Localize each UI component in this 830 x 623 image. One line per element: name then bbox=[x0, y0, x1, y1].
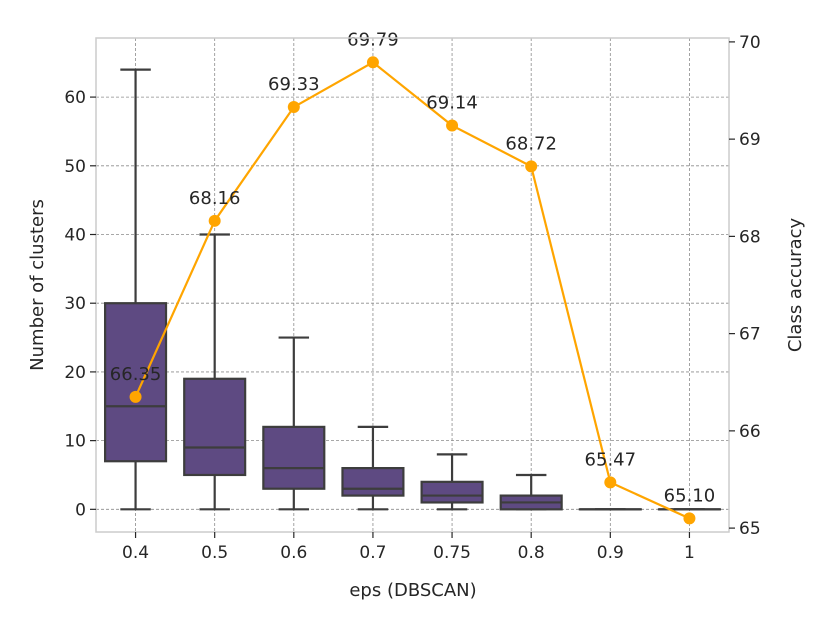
box-group bbox=[103, 68, 168, 511]
box-group bbox=[420, 453, 484, 511]
axes: 0 10 20 30 40 50 60 65 66 67 68 69 70 0.4 0.5 0.6 0.7 0.7… bbox=[64, 33, 760, 563]
x-tick-label: 0.4 bbox=[122, 543, 149, 563]
y-tick-label-left: 0 bbox=[75, 500, 86, 520]
box-group bbox=[183, 233, 247, 511]
x-axis-label: eps (DBSCAN) bbox=[349, 580, 476, 601]
accuracy-data-label: 66.35 bbox=[110, 364, 162, 385]
box bbox=[262, 425, 326, 490]
plot-frame bbox=[95, 37, 730, 533]
accuracy-point bbox=[208, 214, 221, 227]
box-group bbox=[341, 425, 405, 511]
y-tick-label-left: 10 bbox=[64, 432, 86, 452]
accuracy-data-label: 68.72 bbox=[505, 133, 557, 154]
x-tick-label: 0.7 bbox=[359, 543, 386, 563]
y-tick-label-left: 30 bbox=[64, 294, 86, 314]
accuracy-data-label: 65.10 bbox=[664, 485, 716, 506]
accuracy-data-label: 69.33 bbox=[268, 74, 320, 95]
y-tick-label-right: 69 bbox=[739, 130, 761, 150]
y-axis-label-left: Number of clusters bbox=[27, 199, 48, 371]
x-tick-label: 0.8 bbox=[518, 543, 545, 563]
accuracy-line bbox=[134, 60, 690, 520]
y-tick-label-right: 67 bbox=[739, 325, 761, 345]
x-tick-label: 0.9 bbox=[597, 543, 624, 563]
accuracy-point bbox=[683, 512, 696, 525]
y-tick-label-right: 66 bbox=[739, 422, 761, 442]
box bbox=[103, 302, 168, 463]
y-tick-label-left: 50 bbox=[64, 157, 86, 177]
y-tick-label-left: 40 bbox=[64, 226, 86, 246]
x-tick-label: 0.5 bbox=[201, 543, 228, 563]
box bbox=[341, 467, 405, 497]
accuracy-point bbox=[604, 476, 617, 489]
box bbox=[183, 377, 247, 477]
box bbox=[420, 480, 484, 504]
accuracy-point bbox=[446, 119, 459, 132]
y-tick-label-right: 68 bbox=[739, 227, 761, 247]
box-series bbox=[103, 68, 722, 511]
accuracy-point bbox=[287, 101, 300, 114]
accuracy-data-label: 65.47 bbox=[585, 449, 637, 470]
accuracy-point bbox=[366, 56, 379, 69]
y-tick-label-right: 65 bbox=[739, 519, 761, 539]
accuracy-data-label: 69.79 bbox=[347, 29, 399, 50]
y-tick-label-left: 20 bbox=[64, 363, 86, 383]
y-axis-label-right: Class accuracy bbox=[785, 218, 806, 353]
x-tick-label: 0.75 bbox=[433, 543, 471, 563]
accuracy-point bbox=[129, 390, 142, 403]
box-group bbox=[499, 473, 563, 511]
y-tick-label-right: 70 bbox=[739, 33, 761, 53]
accuracy-data-label: 68.16 bbox=[189, 188, 241, 209]
y-tick-label-left: 60 bbox=[64, 88, 86, 108]
box-group bbox=[262, 336, 326, 511]
accuracy-point bbox=[525, 160, 538, 173]
x-tick-label: 0.6 bbox=[280, 543, 307, 563]
accuracy-series: 66.35 68.16 69.33 69.79 69.14 68.72 65.47 65.10 bbox=[110, 29, 716, 525]
x-tick-label: 1 bbox=[684, 543, 695, 563]
accuracy-data-label: 69.14 bbox=[426, 93, 478, 114]
